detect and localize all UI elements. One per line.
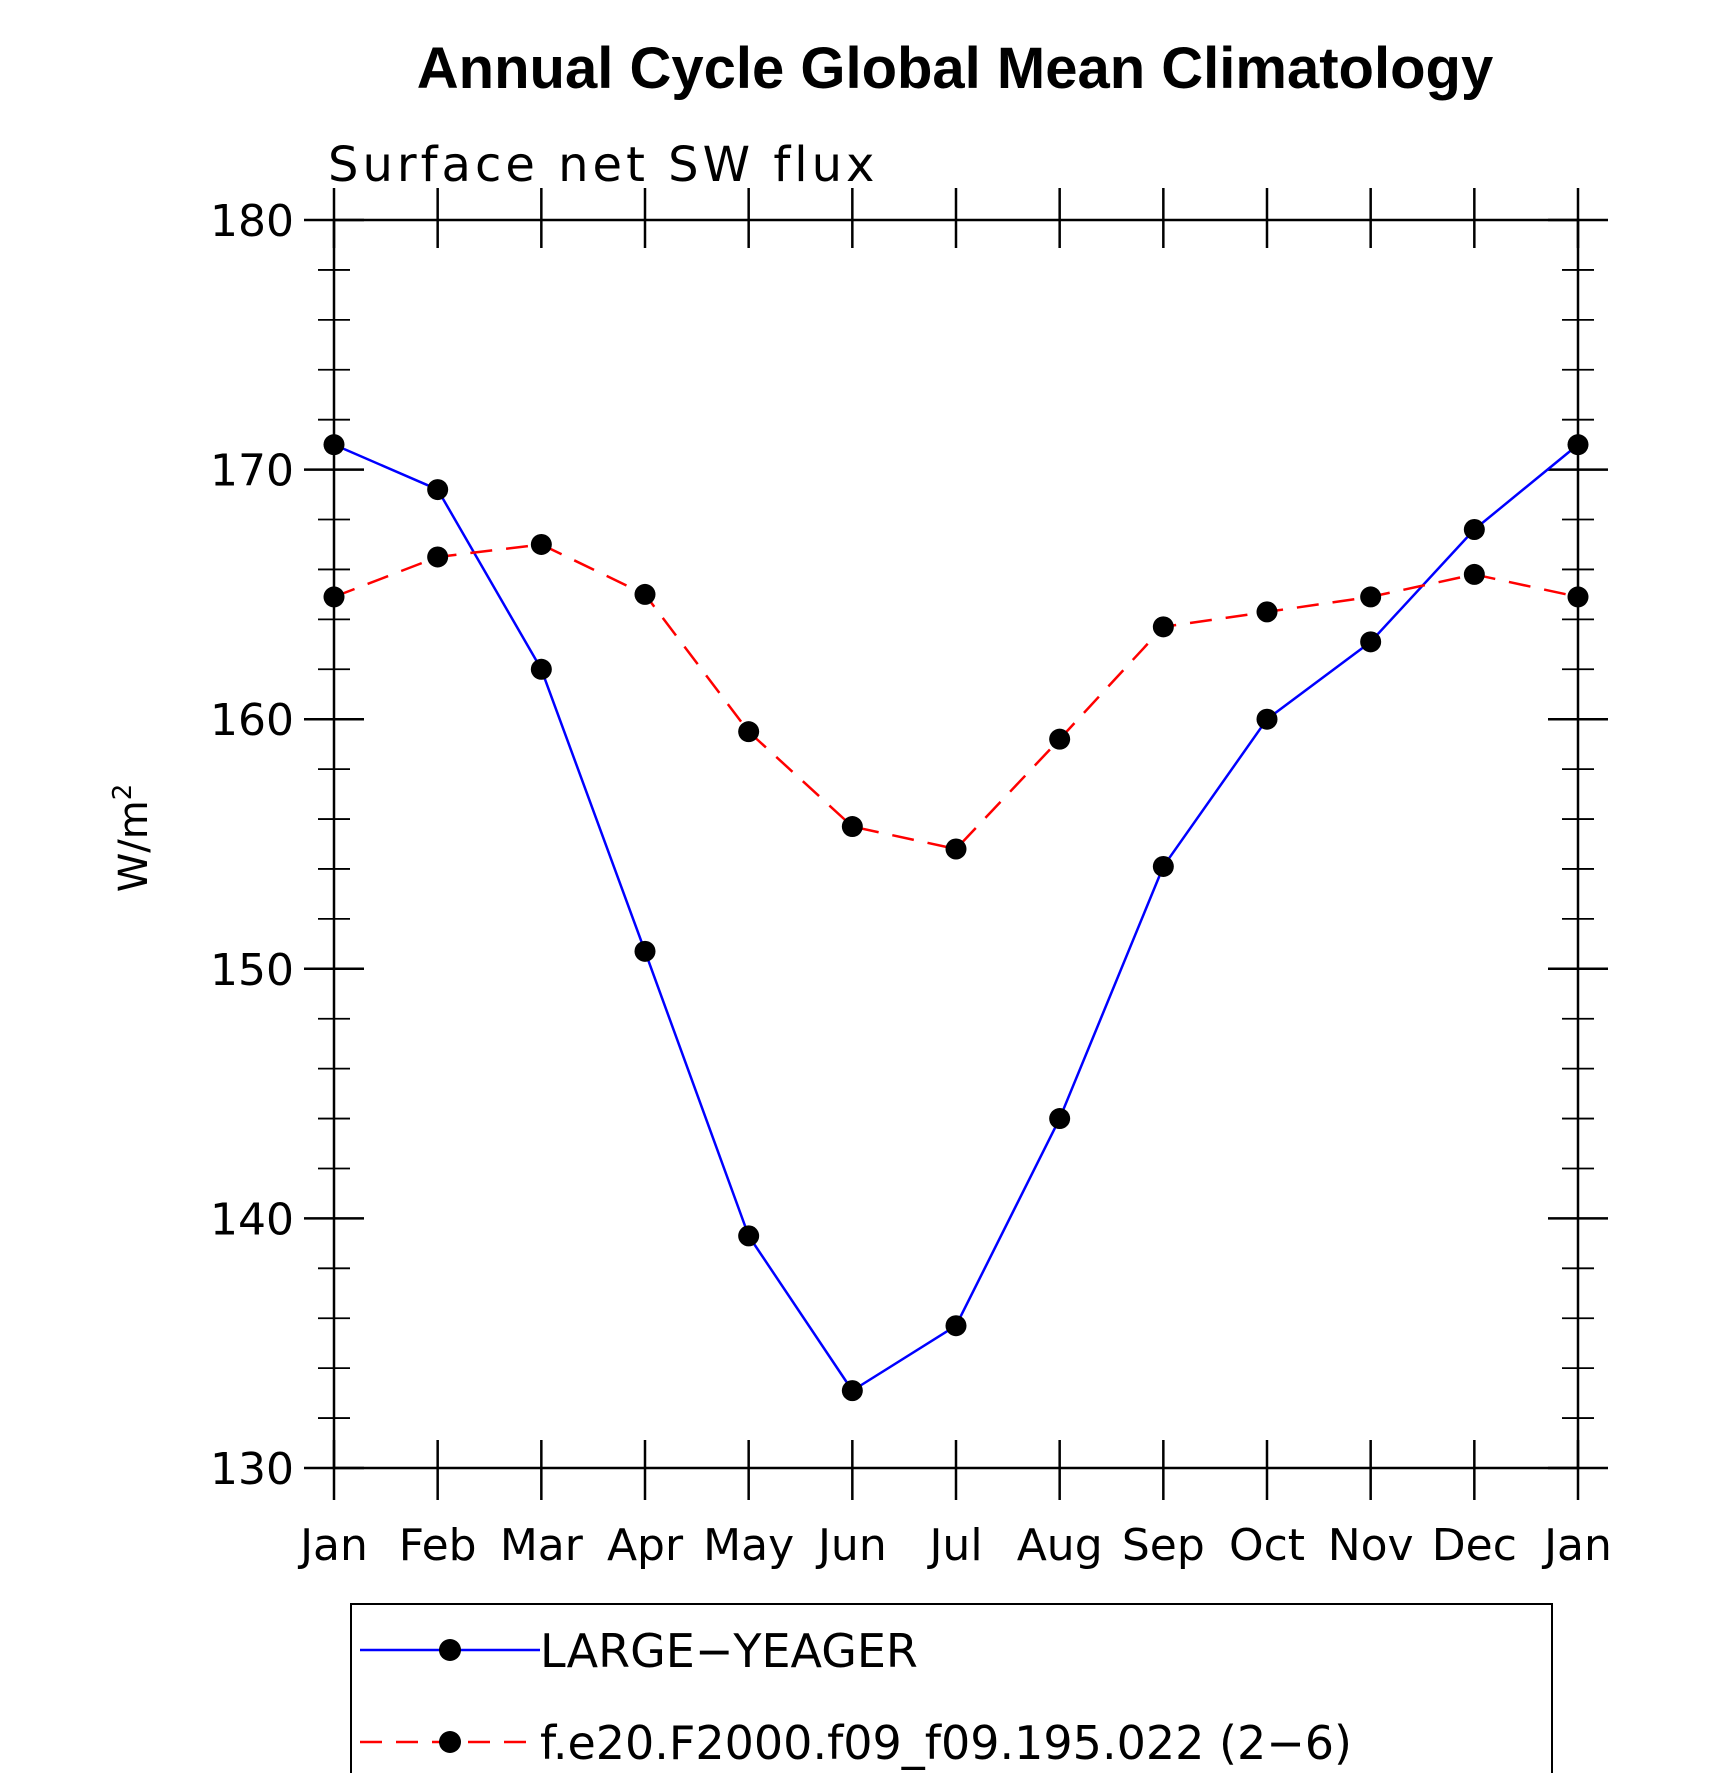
legend-label-large-yeager: LARGE−YEAGER [540,1624,918,1678]
data-point [738,1225,760,1247]
x-tick-label: Mar [500,1520,584,1571]
axes: Jan Feb Mar Apr May Jun Jul Aug Sep Oct Nov Dec Jan1… [210,188,1612,1571]
x-tick-label: Jun [815,1520,887,1571]
x-tick-label: Apr [607,1520,684,1571]
y-tick-label: 170 [210,446,294,497]
data-point [323,586,345,608]
data-point [427,546,449,568]
data-point [1463,563,1485,585]
y-tick-label: 160 [210,695,294,746]
data-point [427,479,449,501]
legend-label-f-e20: f.e20.F2000.f09_f09.195.022 (2−6) [540,1716,1352,1770]
data-point [530,658,552,680]
data-point [841,1380,863,1402]
legend-marker-f-e20 [439,1731,461,1753]
data-point [1360,586,1382,608]
series-0 [323,434,1589,1402]
y-tick-label: 140 [210,1194,294,1245]
x-tick-label: Oct [1229,1520,1305,1571]
legend-box [350,1603,1553,1773]
y-axis-label-main: W/m [111,800,157,892]
data-point [1567,434,1589,456]
data-point [738,721,760,743]
data-point [1152,855,1174,877]
y-tick-label: 180 [210,196,294,247]
data-point [1049,1108,1071,1130]
y-tick-label: 150 [210,945,294,996]
series-1 [323,533,1589,860]
y-axis-label-superscript: 2 [108,784,138,801]
legend-marker-large-yeager [439,1639,461,1661]
x-tick-label: Jan [1541,1520,1612,1571]
data-point [530,533,552,555]
data-point [1256,601,1278,623]
x-tick-label: Nov [1328,1520,1414,1571]
x-tick-label: Sep [1122,1520,1205,1571]
data-point [1152,616,1174,638]
series-layer [323,434,1589,1402]
series-line-0 [333,443,1579,1392]
x-tick-label: Jul [926,1520,982,1571]
data-point [945,1315,967,1337]
data-point [1463,519,1485,541]
y-tick-label: 130 [210,1444,294,1495]
x-tick-label: Dec [1432,1520,1517,1571]
legend: LARGE−YEAGER f.e20.F2000.f09_f09.195.022… [350,1603,1553,1773]
data-point [945,838,967,860]
x-tick-label: Aug [1017,1520,1103,1571]
x-tick-label: Feb [399,1520,477,1571]
data-point [634,940,656,962]
data-point [1256,708,1278,730]
data-point [841,816,863,838]
data-point [1567,586,1589,608]
chart-subtitle: Surface net SW flux [328,137,878,193]
x-tick-label: Jan [297,1520,368,1571]
series-line-1 [333,543,1579,851]
data-point [634,583,656,605]
data-point [1049,728,1071,750]
x-tick-label: May [703,1520,794,1571]
chart-title: Annual Cycle Global Mean Climatology [417,36,1493,101]
y-axis-label: W/m2 [108,784,157,893]
data-point [323,434,345,456]
data-point [1360,631,1382,653]
